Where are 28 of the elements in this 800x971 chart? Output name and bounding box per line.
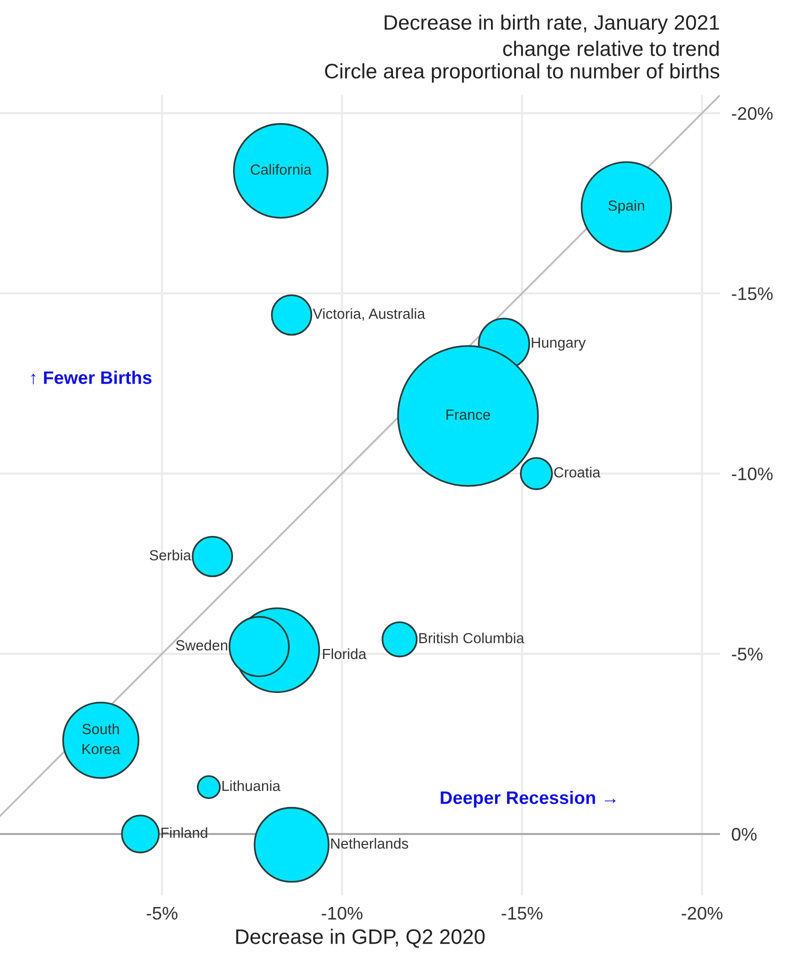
- annotation: Sweden: [176, 640, 228, 650]
- x-tick-label: -15%: [502, 906, 542, 920]
- annotation: Spain: [608, 200, 644, 214]
- y-tick-label: -10%: [732, 468, 773, 480]
- x-tick-label: -10%: [322, 906, 362, 920]
- x-tick-label: -5%: [146, 906, 178, 920]
- y-tick-label: -15%: [732, 287, 773, 300]
- annotation: Croatia: [554, 466, 600, 478]
- y-tick-label: 0%: [732, 828, 757, 841]
- annotation: ↑ Fewer Births: [31, 370, 152, 384]
- annotation: California: [250, 164, 312, 175]
- chart-subtitle: change relative to trend Circle area proportional to number of births: [325, 40, 720, 83]
- x-tick-label: -20%: [682, 906, 722, 920]
- y-tick-label: -20%: [732, 107, 773, 120]
- annotation: British Columbia: [419, 632, 524, 644]
- chart-title: Decrease in birth rate, January 2021: [384, 14, 720, 34]
- annotation: Deeper Recession →: [440, 790, 616, 808]
- annotation: Victoria, Australia: [312, 308, 426, 321]
- annotation: South Korea: [82, 724, 120, 754]
- annotation: Hungary: [532, 338, 586, 351]
- annotation: Lithuania: [222, 780, 280, 792]
- annotation: France: [446, 410, 490, 420]
- annotation: Finland: [162, 827, 208, 838]
- annotation: Florida: [323, 648, 366, 660]
- y-tick-label: -5%: [732, 648, 763, 661]
- x-axis-title: Decrease in GDP, Q2 2020: [236, 928, 485, 948]
- annotation: Netherlands: [331, 838, 408, 849]
- annotation: Serbia: [150, 550, 192, 560]
